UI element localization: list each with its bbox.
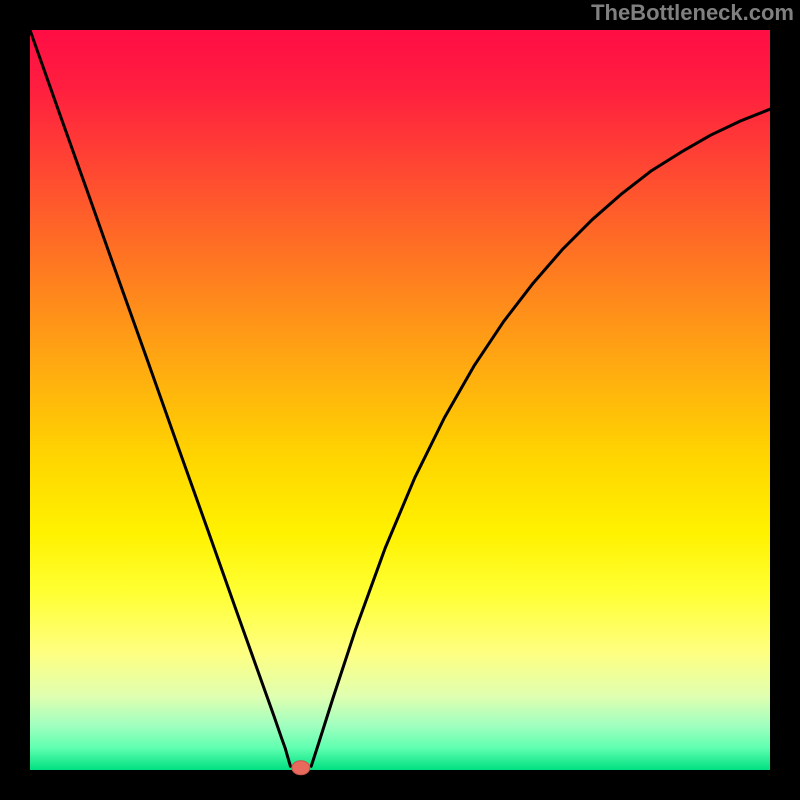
optimal-point-marker bbox=[292, 761, 310, 775]
bottleneck-chart bbox=[0, 0, 800, 800]
chart-container: TheBottleneck.com bbox=[0, 0, 800, 800]
watermark-text: TheBottleneck.com bbox=[591, 0, 794, 26]
chart-background-gradient bbox=[30, 30, 770, 770]
